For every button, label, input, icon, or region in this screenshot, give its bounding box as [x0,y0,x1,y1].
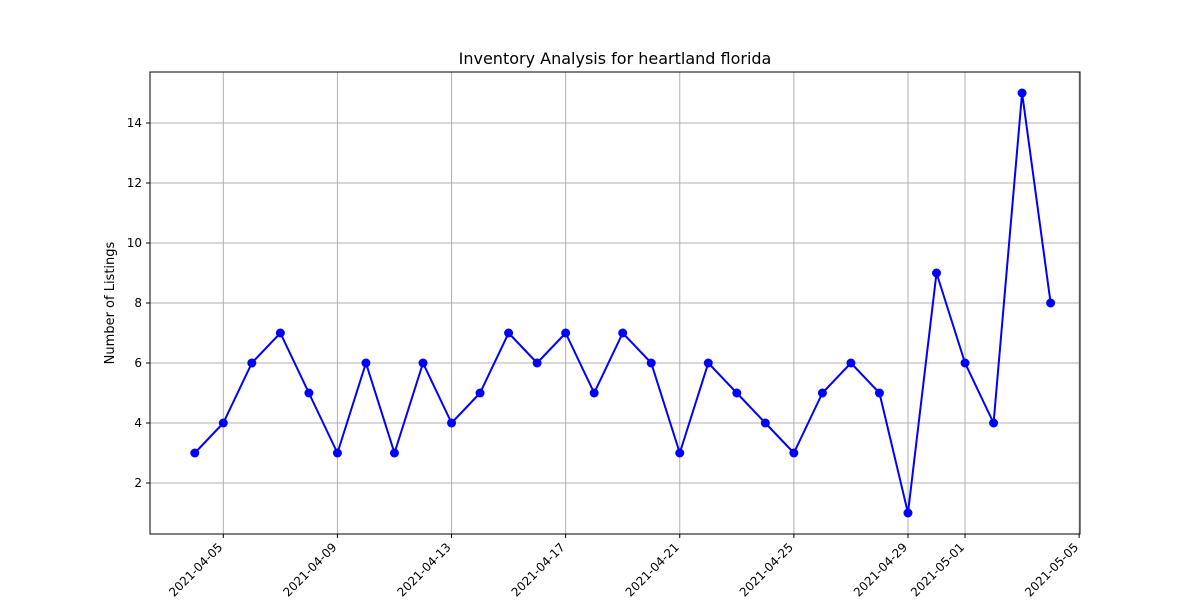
data-point [389,448,399,458]
x-tick-label: 2021-04-21 [623,540,682,599]
chart-title: Inventory Analysis for heartland florida [459,49,772,68]
data-point [532,358,542,368]
data-point [789,448,799,458]
data-point [418,358,428,368]
x-tick-label: 2021-04-25 [737,540,796,599]
data-point [846,358,856,368]
data-point [703,358,713,368]
data-point [475,388,485,398]
y-tick-label: 14 [127,116,142,130]
y-tick-label: 4 [134,416,142,430]
y-tick-label: 10 [127,236,142,250]
x-tick-label: 2021-04-13 [394,540,453,599]
grid-layer [150,72,1080,534]
data-point [504,328,514,338]
data-point [190,448,200,458]
data-point [247,358,257,368]
y-tick-label: 6 [134,356,142,370]
tick-layer: 2021-04-05 2021-04-09 2021-04-13 2021-04-17… [127,116,1082,599]
data-point [1046,298,1056,308]
data-point [589,388,599,398]
x-tick-label: 2021-04-05 [166,540,225,599]
x-tick-label: 2021-05-05 [1022,540,1081,599]
y-tick-label: 2 [134,476,142,490]
x-tick-label: 2021-04-29 [851,540,910,599]
data-point [989,418,999,428]
y-axis-label: Number of Listings [103,241,118,364]
marker-layer [190,88,1056,518]
data-point [618,328,628,338]
y-tick-label: 12 [127,176,142,190]
data-point [1017,88,1027,98]
data-point [675,448,685,458]
data-point [932,268,942,278]
x-tick-label: 2021-04-17 [509,540,568,599]
data-point [732,388,742,398]
x-tick-label: 2021-05-01 [908,540,967,599]
data-point [447,418,457,428]
y-tick-label: 8 [134,296,142,310]
data-point [361,358,371,368]
data-point [304,388,314,398]
data-point [561,328,571,338]
data-point [960,358,970,368]
data-point [275,328,285,338]
data-point [903,508,913,518]
data-point [218,418,228,428]
data-point [760,418,770,428]
data-point [332,448,342,458]
x-tick-label: 2021-04-09 [280,540,339,599]
data-point [874,388,884,398]
data-point [817,388,827,398]
data-point [646,358,656,368]
